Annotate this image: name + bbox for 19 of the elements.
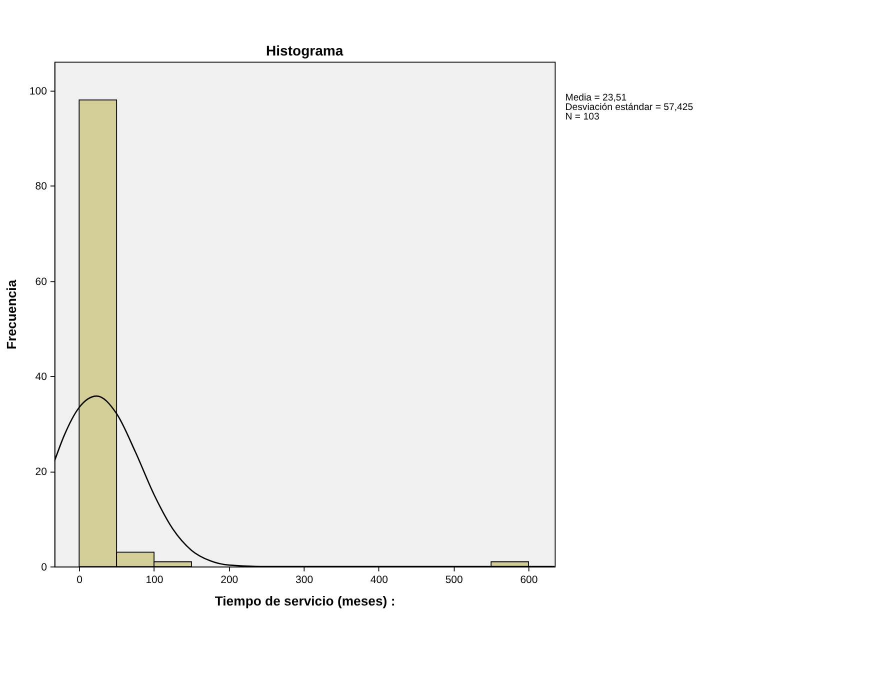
- y-tick-label: 60: [35, 276, 48, 288]
- text: Desviación estándar = 57,425: [565, 102, 694, 114]
- text: Media = 23,51: [565, 92, 627, 104]
- y-tick-label: 0: [41, 561, 48, 574]
- y-tick-label: 40: [35, 371, 48, 383]
- x-tick-label: 300: [296, 574, 314, 586]
- x-tick-label: 400: [370, 574, 388, 586]
- y-tick-label: 20: [35, 466, 48, 478]
- x-tick-label: 200: [220, 574, 238, 586]
- y-tick-label: 80: [35, 180, 48, 193]
- chart-title: Histograma: [266, 42, 344, 59]
- x-tick-label: 0: [76, 574, 83, 586]
- text: N = 103: [565, 112, 600, 123]
- x-tick-label: 600: [520, 574, 538, 586]
- y-axis-title: Frecuencia: [4, 279, 20, 350]
- x-axis-title: Tiempo de servicio (meses) :: [214, 594, 396, 609]
- y-tick-label: 100: [29, 85, 48, 98]
- x-tick-label: 100: [146, 574, 164, 586]
- x-tick-label: 500: [445, 574, 463, 586]
